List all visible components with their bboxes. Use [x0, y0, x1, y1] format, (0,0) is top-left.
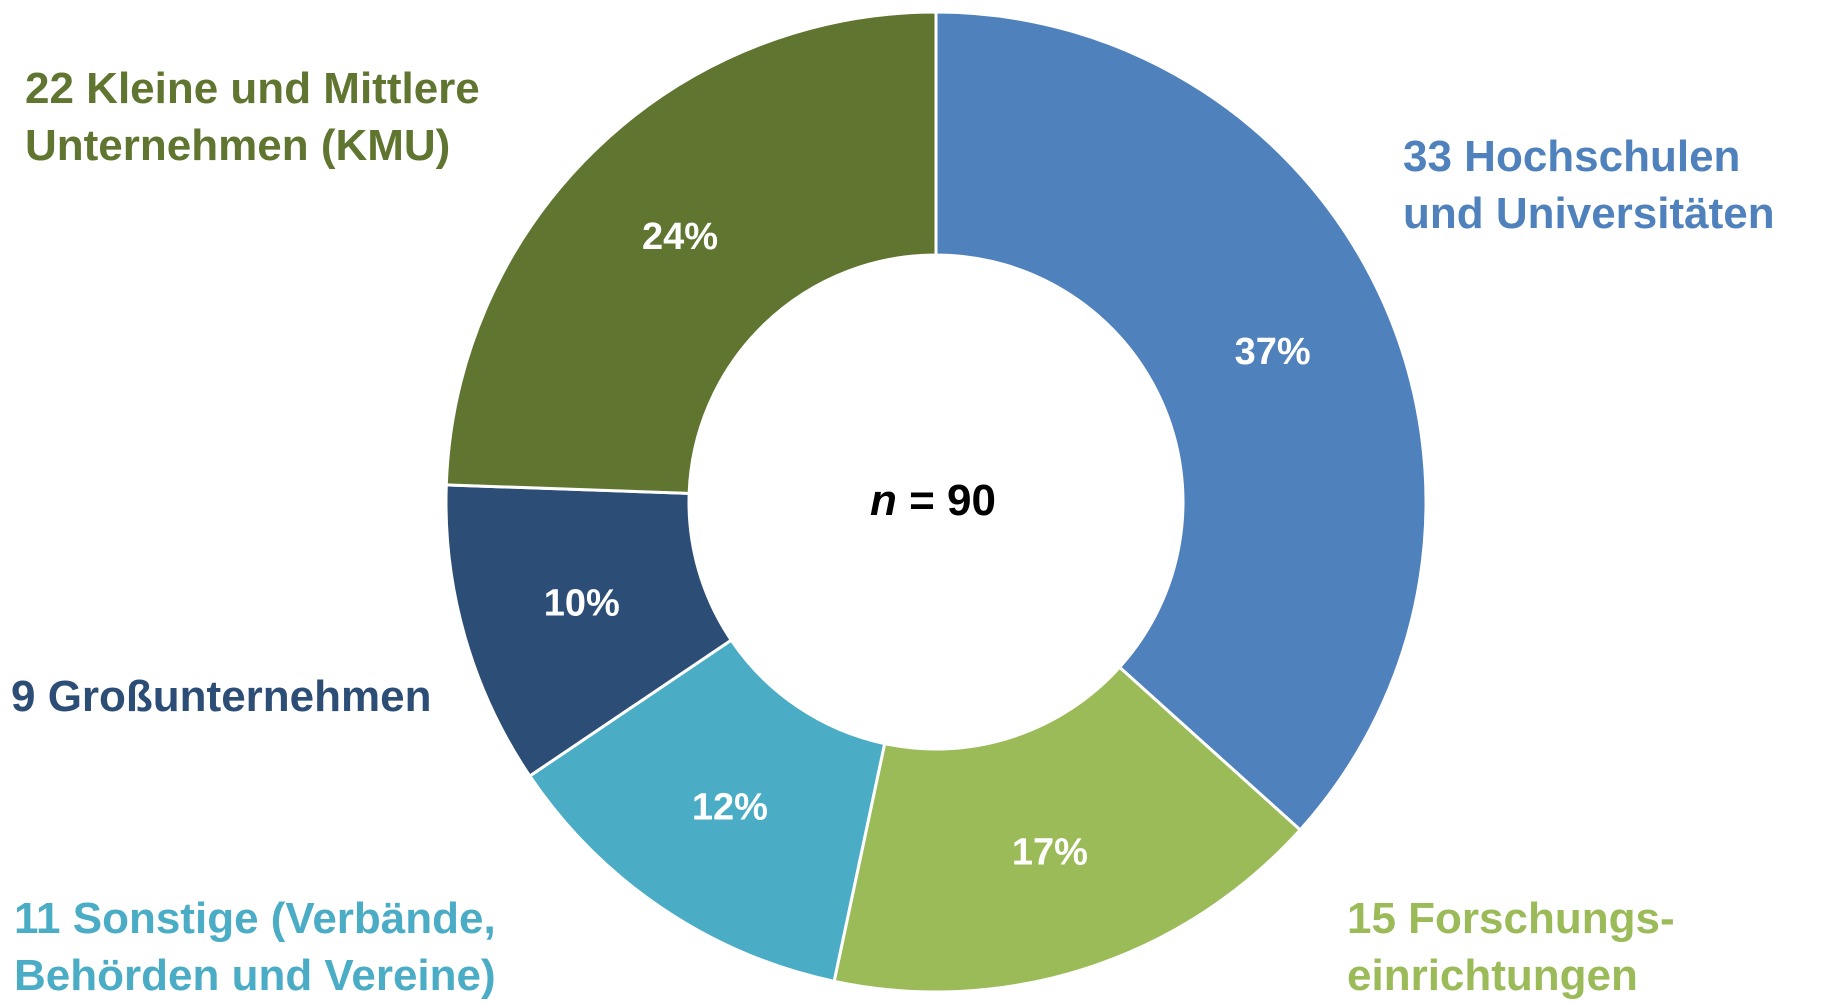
percent-label-grossunternehmen: 10% [544, 583, 620, 625]
donut-slice-grossunternehmen [444, 483, 734, 779]
donut-slice-forschungseinrichtungen [832, 665, 1303, 994]
percent-label-kmu: 24% [642, 216, 718, 258]
percent-label-hochschulen: 37% [1235, 331, 1311, 373]
sample-size-value: = 90 [909, 476, 996, 525]
legend-label-sonstige: 11 Sonstige (Verbände, Behörden und Vere… [14, 894, 496, 1000]
donut-slice-sonstige [527, 638, 887, 984]
donut-slice-hochschulen [934, 10, 1428, 832]
sample-size-variable: n [870, 476, 897, 525]
legend-label-kmu: 22 Kleine und Mittlere Unternehmen (KMU) [25, 64, 480, 170]
percent-label-forschungseinrichtungen: 17% [1012, 831, 1088, 873]
legend-label-grossunternehmen: 9 Großunternehmen [11, 672, 432, 721]
legend-label-forschungseinrichtungen: 15 Forschungs- einrichtungen [1347, 894, 1675, 1000]
sample-size-label: n = 90 [843, 475, 1023, 527]
donut-slice-kmu [444, 10, 938, 495]
donut-slices [444, 10, 1428, 994]
percent-labels: 37% 17% 12% 10% 24% [544, 216, 1311, 874]
legend-label-hochschulen: 33 Hochschulen und Universitäten [1403, 132, 1775, 238]
percent-label-sonstige: 12% [692, 787, 768, 829]
